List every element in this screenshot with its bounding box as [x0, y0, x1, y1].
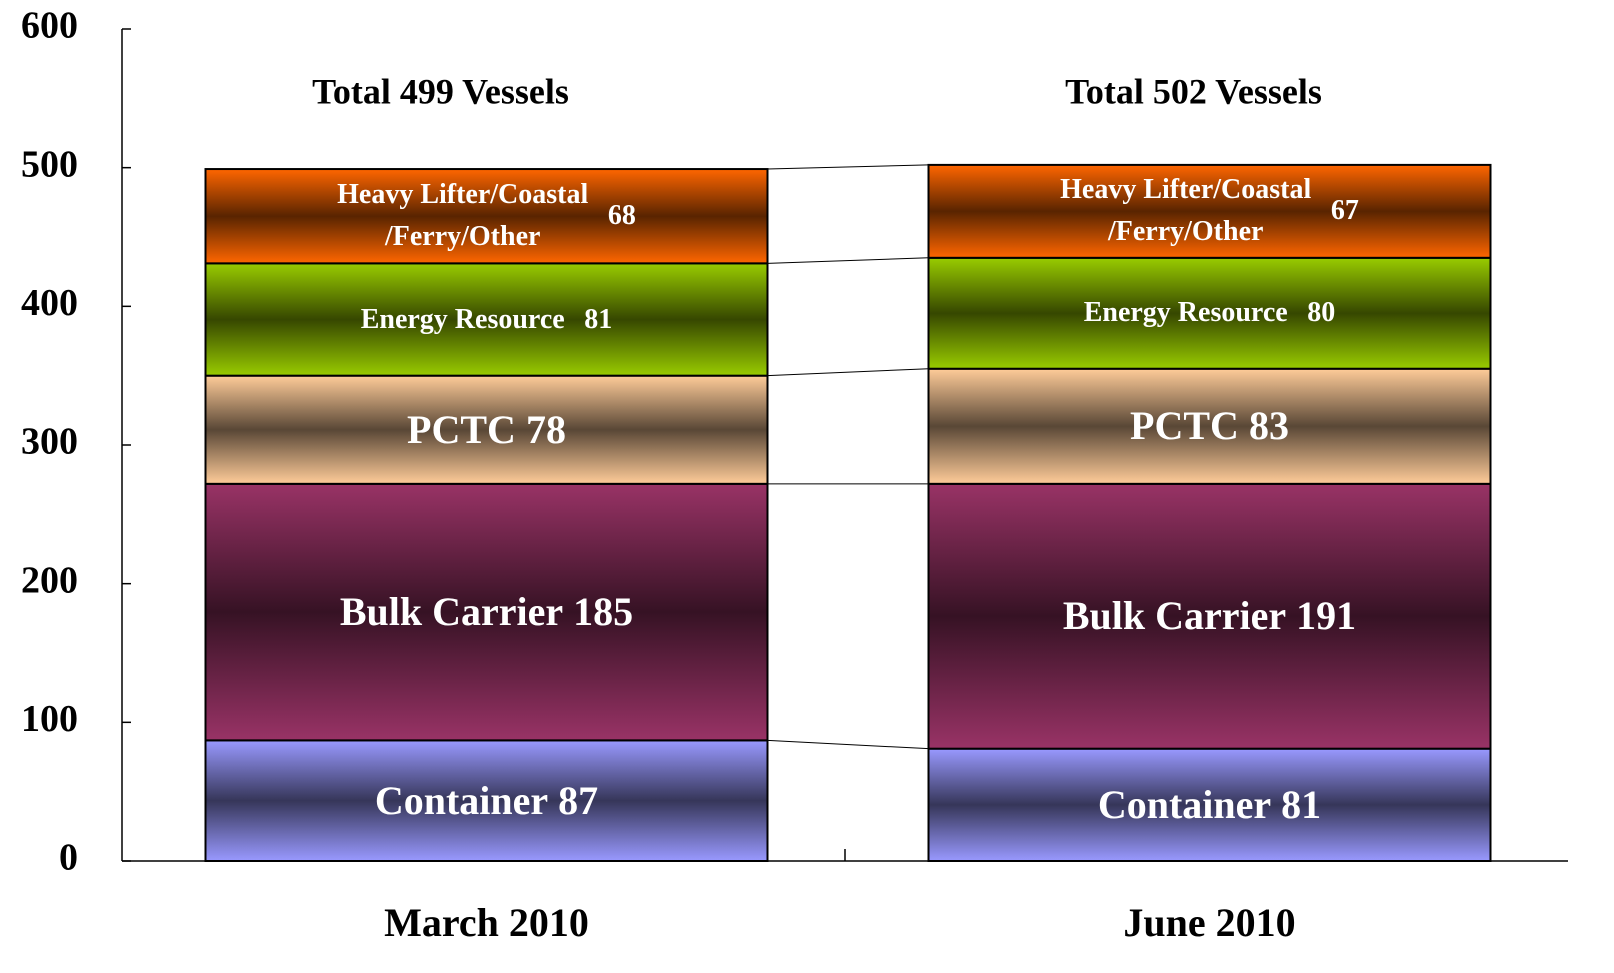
y-tick-label: 100 — [21, 698, 78, 740]
connector — [767, 257, 929, 264]
segment-name: Energy Resource — [1083, 297, 1288, 329]
segment-label: PCTC 78 — [206, 376, 768, 484]
y-tick-label: 400 — [21, 282, 78, 324]
annotation: Total 502 Vessels — [1065, 71, 1322, 111]
connector — [767, 368, 929, 377]
bar-segment — [927, 747, 1492, 862]
segment-name: Bulk Carrier — [339, 589, 564, 635]
segment-value: 67 — [1330, 195, 1359, 227]
bar-segment — [204, 374, 769, 485]
segment-value: 81 — [1281, 781, 1322, 827]
segment-value: 81 — [584, 303, 613, 335]
segment-value: 191 — [1296, 593, 1357, 639]
bar-segment — [204, 262, 769, 377]
y-tick-label: 500 — [21, 143, 78, 185]
x-tick-label: June 2010 — [1123, 900, 1295, 945]
y-tick-label: 300 — [21, 421, 78, 463]
segment-label: PCTC 83 — [929, 369, 1491, 484]
segment-name: Bulk Carrier — [1062, 593, 1287, 639]
segment-value: 185 — [573, 589, 634, 635]
segment-name: Energy Resource — [360, 303, 565, 335]
segment-label: Heavy Lifter/Coastal /Ferry/Other 68 — [206, 169, 768, 263]
segment-name: PCTC — [1130, 403, 1239, 449]
connector — [767, 739, 929, 750]
segment-label: Bulk Carrier 185 — [206, 484, 768, 741]
y-tick-label: 0 — [59, 837, 78, 879]
y-tick-label: 200 — [21, 559, 78, 601]
annotation: Total 499 Vessels — [312, 71, 569, 111]
segment-name: Heavy Lifter/Coastal /Ferry/Other — [1060, 174, 1312, 248]
x-tick-label: March 2010 — [384, 900, 589, 945]
bar-segment — [927, 163, 1492, 259]
y-tick-label: 600 — [21, 5, 78, 47]
segment-label: Container 87 — [206, 740, 768, 861]
connector — [767, 164, 929, 170]
segment-name: Container — [374, 777, 549, 823]
segment-label: Energy Resource 81 — [206, 263, 768, 375]
segment-label: Energy Resource 80 — [929, 258, 1491, 369]
segment-label: Heavy Lifter/Coastal /Ferry/Other 67 — [929, 165, 1491, 258]
bar-segment — [927, 482, 1492, 750]
segment-name: PCTC — [407, 406, 516, 452]
segment-value: 78 — [525, 406, 566, 452]
segment-name: Heavy Lifter/Coastal /Ferry/Other — [337, 179, 589, 253]
segment-name: Container — [1097, 781, 1272, 827]
segment-value: 68 — [607, 200, 636, 232]
segment-label: Container 81 — [929, 749, 1491, 861]
segment-value: 87 — [558, 777, 599, 823]
segment-label: Bulk Carrier 191 — [929, 484, 1491, 749]
segment-value: 80 — [1307, 297, 1336, 329]
bar-segment — [204, 168, 769, 265]
segment-value: 83 — [1248, 403, 1289, 449]
bar-segment — [927, 367, 1492, 485]
